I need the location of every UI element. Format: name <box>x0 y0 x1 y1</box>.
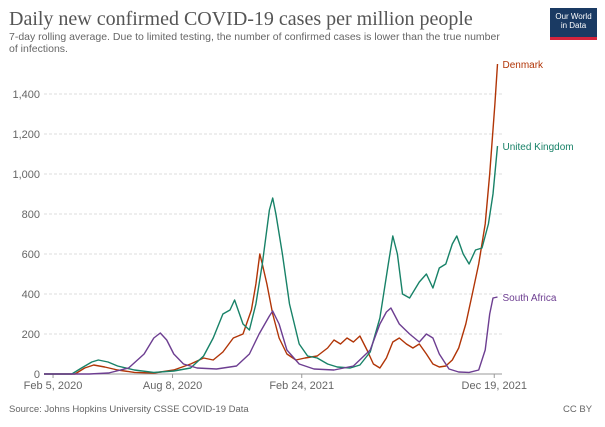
chart-subtitle: 7-day rolling average. Due to limited te… <box>9 31 500 55</box>
y-axis-ticks: 0 200 400 600 800 1,000 1,200 1,400 <box>12 89 40 381</box>
license-link[interactable]: CC BY <box>563 404 593 415</box>
y-tick-label: 600 <box>22 249 40 261</box>
x-tick-label: Dec 19, 2021 <box>462 380 527 392</box>
y-tick-label: 800 <box>22 209 40 221</box>
y-tick-label: 1,000 <box>12 169 40 181</box>
line-chart: 0 200 400 600 800 1,000 1,200 1,400 Feb 5, 2020… <box>12 60 573 392</box>
y-tick-label: 0 <box>34 369 40 381</box>
owid-logo[interactable]: Our World in Data <box>550 8 597 40</box>
chart-title: Daily new confirmed COVID-19 cases per m… <box>9 8 473 30</box>
series-label-denmark: Denmark <box>502 60 544 71</box>
series-label-south-africa: South Africa <box>502 293 556 304</box>
x-axis: Feb 5, 2020 Aug 8, 2020 Feb 24, 2021 Dec 19… <box>24 373 527 392</box>
series-line-united-kingdom[interactable] <box>44 145 499 375</box>
y-tick-label: 1,200 <box>12 129 40 141</box>
series-label-united-kingdom: United Kingdom <box>502 142 573 153</box>
x-tick-label: Feb 24, 2021 <box>269 380 334 392</box>
x-tick-label: Aug 8, 2020 <box>143 380 202 392</box>
source-note: Source: Johns Hopkins University CSSE CO… <box>9 404 249 415</box>
logo-line-1: Our World <box>555 12 592 21</box>
y-tick-label: 200 <box>22 329 40 341</box>
series-line-south-africa[interactable] <box>44 296 498 375</box>
series-line-denmark[interactable] <box>44 63 499 375</box>
series-lines <box>44 63 499 375</box>
y-tick-label: 1,400 <box>12 89 40 101</box>
logo-accent-bar <box>550 37 597 40</box>
series-labels: Denmark United Kingdom South Africa <box>502 60 573 304</box>
logo-line-2: in Data <box>560 21 587 30</box>
y-tick-label: 400 <box>22 289 40 301</box>
gridlines <box>44 93 502 335</box>
x-tick-label: Feb 5, 2020 <box>24 380 83 392</box>
